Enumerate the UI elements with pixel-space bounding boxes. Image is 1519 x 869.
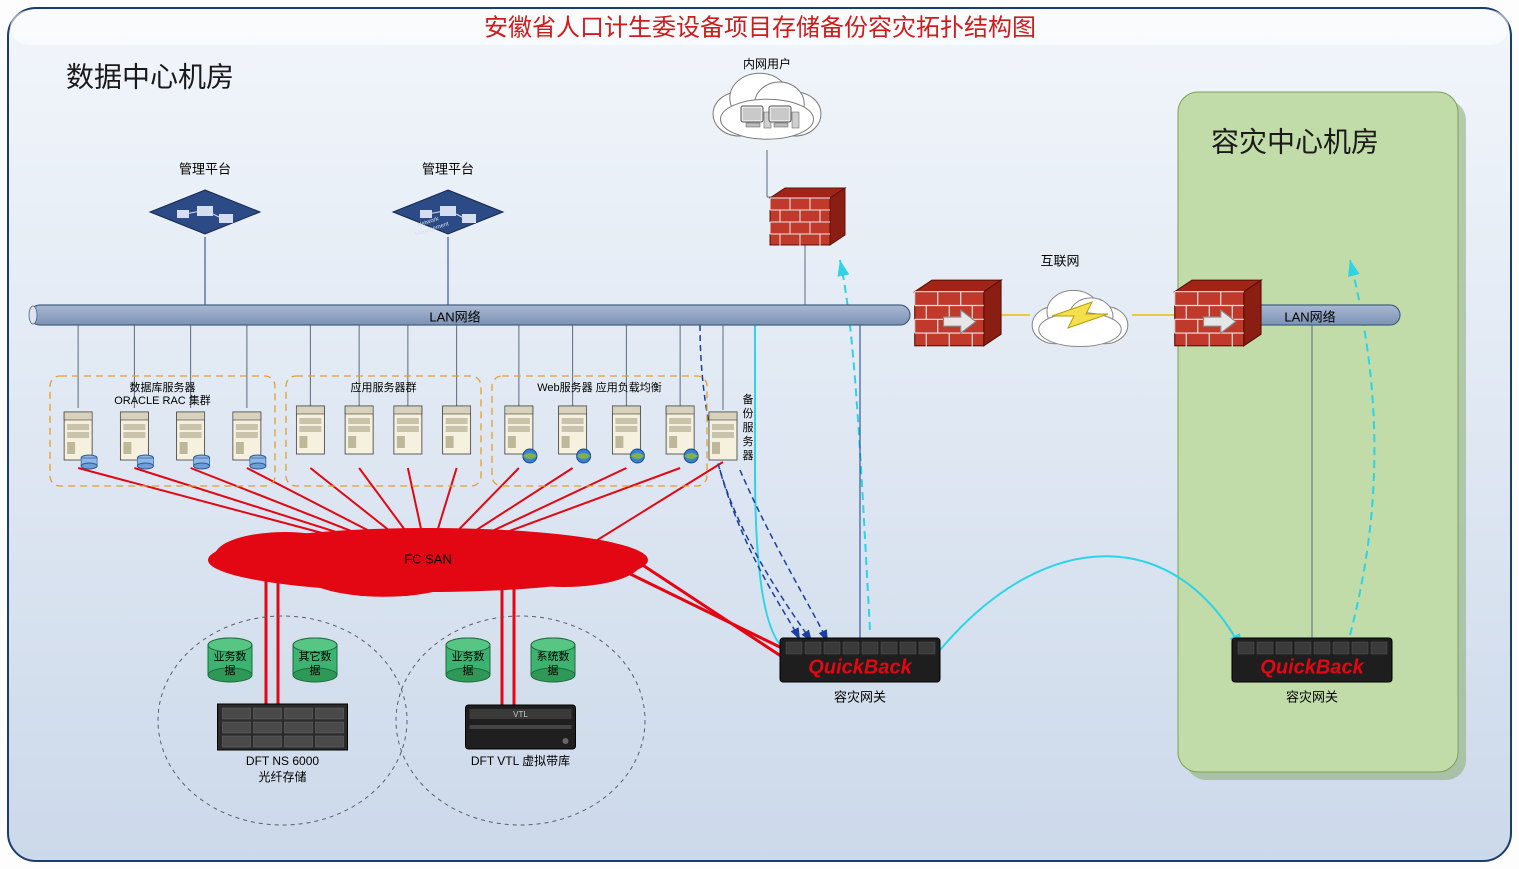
quickback-device: QuickBack [1232,638,1392,682]
internal-users-label: 内网用户 [743,56,791,71]
firewall-icon [915,280,1001,347]
data-cylinder: 其它数据 [293,638,337,682]
backup-server-label: 服 [743,421,754,434]
svg-text:据: 据 [463,663,474,677]
quickback-label-1: 容灾网关 [1286,689,1338,704]
diagram-canvas: 安徽省人口计生委设备项目存储备份容灾拓扑结构图数据中心机房容灾中心机房 FC SA… [0,0,1519,869]
storage-label-1: DFT VTL 虚拟带库 [471,753,570,768]
server-group-label-0: 数据库服务器 [130,380,196,394]
san-storage-icon [218,704,348,750]
svg-text:VTL: VTL [513,710,528,719]
server-icon [296,406,324,454]
backup-server-label: 份 [743,407,754,420]
dc-zone-label: 数据中心机房 [66,61,234,93]
svg-text:业务数: 业务数 [214,650,247,663]
server-icon [394,406,422,454]
firewall-icon [1175,280,1261,347]
backup-server-label: 务 [743,435,754,448]
storage-label-0: DFT NS 6000 [246,754,319,768]
data-cylinder: 业务数据 [446,638,490,682]
mgmt-label-0: 管理平台 [179,161,231,176]
lan-bar-left-label: LAN网络 [429,309,480,324]
server-group-label-2: Web服务器 应用负载均衡 [537,380,661,394]
svg-text:据: 据 [310,663,321,677]
mgmt-label-1: 管理平台 [422,161,474,176]
server-icon [709,412,737,460]
svg-text:光纤存储: 光纤存储 [258,769,306,784]
svg-text:ORACLE RAC 集群: ORACLE RAC 集群 [114,393,211,407]
diagram-title: 安徽省人口计生委设备项目存储备份容灾拓扑结构图 [484,15,1036,42]
svg-text:据: 据 [548,663,559,677]
backup-server-label: 备 [743,392,754,406]
svg-text:业务数: 业务数 [452,650,485,663]
vtl-icon: VTL [466,705,576,749]
quickback-label-0: 容灾网关 [834,689,886,704]
svg-text:据: 据 [225,663,236,677]
quickback-device: QuickBack [780,638,940,682]
svg-text:系统数: 系统数 [537,650,570,663]
data-cylinder: 系统数据 [531,638,575,682]
data-cylinder: 业务数据 [208,638,252,682]
svg-text:QuickBack: QuickBack [1260,656,1364,678]
server-icon [443,406,471,454]
firewall-icon [770,188,845,246]
backup-server-label: 器 [743,449,754,462]
internet-label: 互联网 [1040,253,1079,268]
dr-zone-label: 容灾中心机房 [1211,126,1379,158]
server-group-label-1: 应用服务器群 [351,380,417,394]
svg-text:其它数: 其它数 [299,649,332,663]
svg-text:FC SAN: FC SAN [404,551,452,566]
svg-text:QuickBack: QuickBack [808,656,912,678]
lan-bar-right-label: LAN网络 [1284,309,1335,324]
server-icon [345,406,373,454]
